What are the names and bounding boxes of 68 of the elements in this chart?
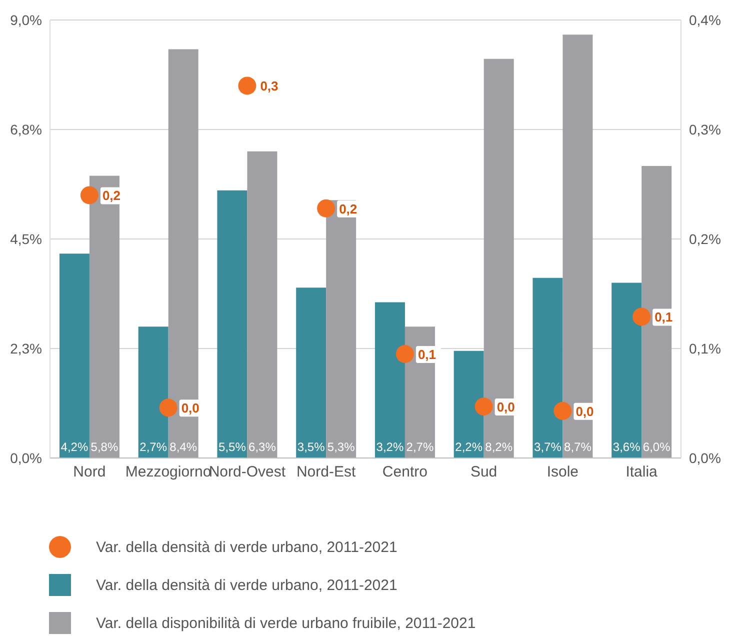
point <box>317 199 336 218</box>
y2-tick-label: 0,3% <box>689 121 721 138</box>
data-label: 8,2% <box>485 440 513 454</box>
data-label: 3,6% <box>612 440 641 454</box>
bar <box>217 190 248 458</box>
point <box>554 402 572 420</box>
y2-tick-label: 0,0% <box>689 450 721 466</box>
y2-tick-label: 0,1% <box>689 340 721 356</box>
data-label: 8,4% <box>170 440 198 454</box>
data-label: 3,2% <box>376 440 404 454</box>
point <box>396 344 414 363</box>
bar <box>484 58 514 458</box>
x-tick-label: Sud <box>470 464 498 481</box>
x-tick-label: Centro <box>382 464 428 481</box>
bar <box>326 200 356 458</box>
bar <box>642 166 672 458</box>
bar <box>532 278 563 458</box>
data-label: 0,0 <box>576 404 594 419</box>
x-tick-label: Nord-Ovest <box>208 464 286 481</box>
data-label: 0,0 <box>181 400 200 416</box>
y-tick-label: 4,5% <box>10 230 42 247</box>
data-label: 6,0% <box>642 440 671 454</box>
legend-label: Var. della disponibilità di verde urbano fruibile, 2011-2021 <box>96 614 476 632</box>
data-label: 3,5% <box>297 440 326 454</box>
data-label: 5,3% <box>327 440 356 454</box>
y2-tick-label: 0,4% <box>689 12 721 28</box>
y-tick-label: 6,8% <box>10 121 42 138</box>
bar <box>296 288 326 458</box>
x-tick-label: Nord-Est <box>296 464 356 481</box>
bar <box>138 326 168 458</box>
legend-label: Var. della densità di verde urbano, 2011-2021 <box>96 538 398 556</box>
bar <box>59 254 90 458</box>
y-tick-label: 9,0% <box>10 12 42 28</box>
x-tick-label: Nord <box>73 464 106 481</box>
bar <box>168 49 198 458</box>
point <box>238 76 256 95</box>
data-label: 6,3% <box>248 440 276 454</box>
x-tick-label: Italia <box>626 464 658 481</box>
data-label: 2,2% <box>455 440 483 454</box>
data-label: 0,1 <box>418 346 436 362</box>
data-label: 0,1 <box>654 310 673 325</box>
x-tick-label: Isole <box>546 464 579 481</box>
data-label: 2,7% <box>406 440 434 454</box>
point <box>80 186 98 204</box>
data-label: 5,8% <box>90 440 118 454</box>
y2-tick-label: 0,2% <box>689 230 721 247</box>
data-label: 5,5% <box>218 440 246 454</box>
data-label: 0,2 <box>102 188 121 204</box>
bar <box>454 350 484 458</box>
data-label: 0,2 <box>339 201 358 216</box>
x-tick-label: Mezzogiorno <box>125 464 212 481</box>
data-label: 3,7% <box>534 440 562 454</box>
bar <box>89 176 120 458</box>
bar <box>612 282 642 458</box>
data-label: 2,7% <box>140 440 168 454</box>
y-tick-label: 0,0% <box>10 450 42 466</box>
legend-label: Var. della densità di verde urbano, 2011-2021 <box>96 576 398 594</box>
bar <box>247 151 278 458</box>
y-tick-label: 2,3% <box>10 340 42 356</box>
data-label: 8,7% <box>564 440 592 454</box>
data-label: 0,0 <box>496 400 515 415</box>
bar <box>562 34 593 458</box>
point <box>474 398 493 416</box>
data-label: 4,2% <box>60 440 88 454</box>
data-label: 0,3 <box>260 78 278 94</box>
point <box>632 308 651 326</box>
point <box>159 398 178 417</box>
bar <box>374 302 405 458</box>
